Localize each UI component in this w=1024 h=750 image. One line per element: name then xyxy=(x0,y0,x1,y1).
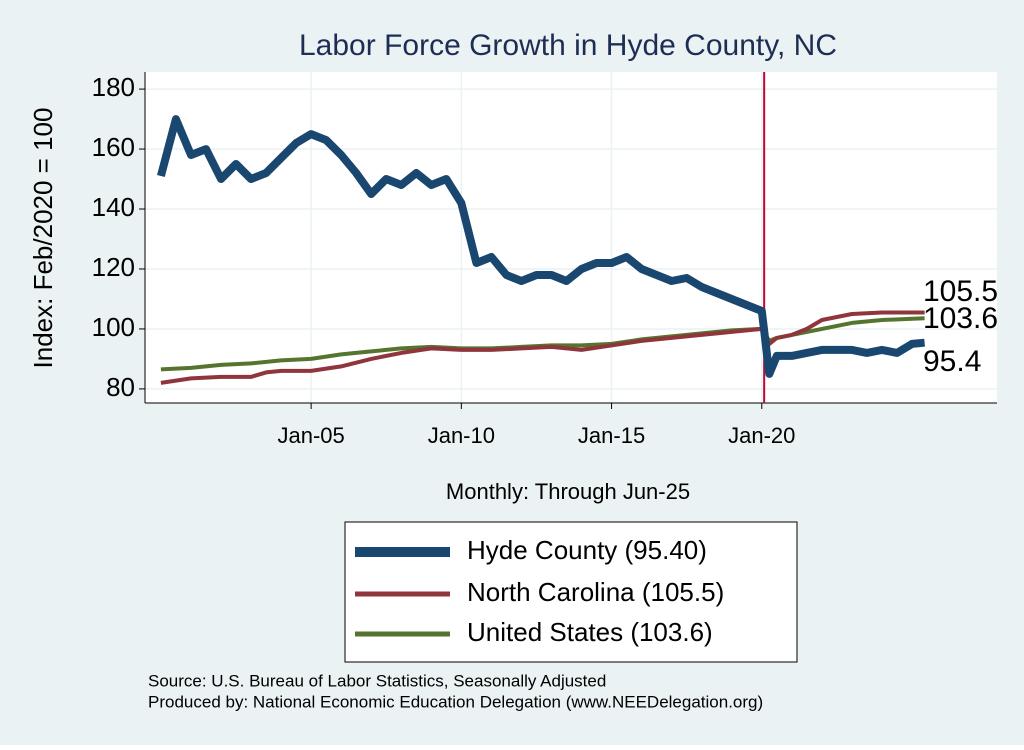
chart-title: Labor Force Growth in Hyde County, NC xyxy=(299,29,837,62)
x-axis-label: Monthly: Through Jun-25 xyxy=(446,479,690,504)
end-label: 103.6 xyxy=(923,302,998,335)
series-line xyxy=(160,310,925,385)
x-tick-label: Jan-05 xyxy=(277,423,344,448)
series-line xyxy=(157,115,925,378)
y-tick-label: 180 xyxy=(92,72,135,102)
legend-label: Hyde County (95.40) xyxy=(467,535,707,565)
y-tick-label: 160 xyxy=(92,132,135,162)
x-tick-label: Jan-10 xyxy=(428,423,495,448)
y-tick-label: 100 xyxy=(92,312,135,342)
y-tick-label: 80 xyxy=(106,372,135,402)
y-tick-label: 140 xyxy=(92,192,135,222)
legend-label: North Carolina (105.5) xyxy=(467,577,724,607)
source-note: Source: U.S. Bureau of Labor Statistics,… xyxy=(148,671,606,690)
y-tick-label: 120 xyxy=(92,252,135,282)
x-tick-label: Jan-20 xyxy=(728,423,795,448)
end-label: 95.4 xyxy=(923,345,981,378)
x-tick-label: Jan-15 xyxy=(578,423,645,448)
y-axis-label: Index: Feb/2020 = 100 xyxy=(28,108,58,369)
end-label: 105.5 xyxy=(923,275,998,308)
producer-note: Produced by: National Economic Education… xyxy=(148,692,763,711)
legend-label: United States (103.6) xyxy=(467,617,713,647)
